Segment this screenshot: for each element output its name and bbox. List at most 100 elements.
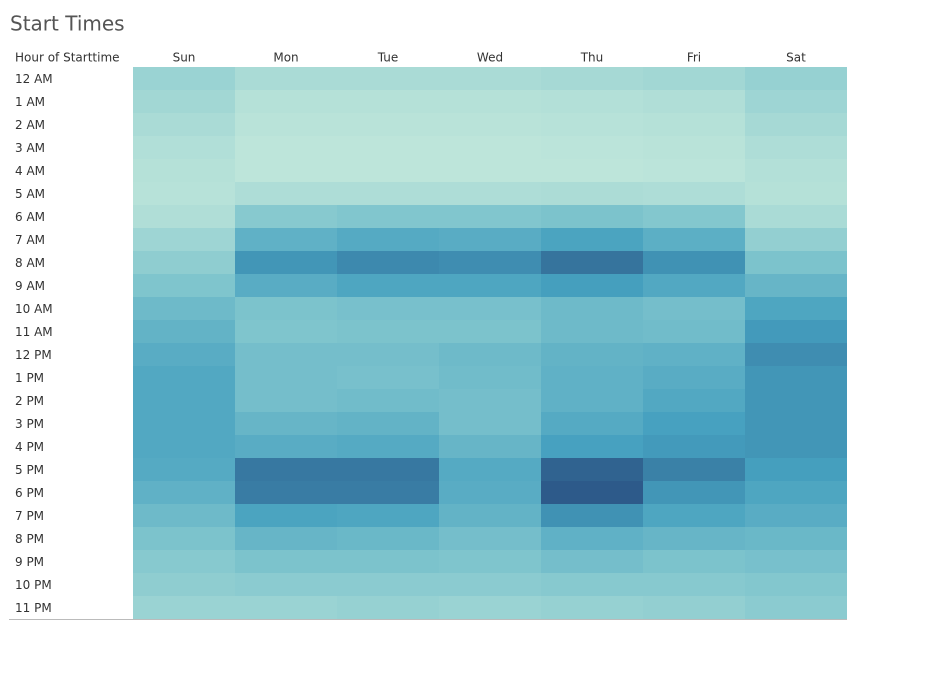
cell	[235, 90, 337, 113]
row-label: 11 PM	[15, 601, 52, 615]
cell	[337, 343, 439, 366]
cell	[439, 343, 541, 366]
cell	[541, 205, 643, 228]
cell	[745, 596, 847, 619]
cell	[643, 550, 745, 573]
cell	[541, 504, 643, 527]
cell	[133, 412, 235, 435]
cell	[439, 435, 541, 458]
cell	[745, 182, 847, 205]
cell	[133, 458, 235, 481]
cell	[643, 596, 745, 619]
cell	[745, 205, 847, 228]
row-label: 6 AM	[15, 210, 45, 224]
cell	[541, 274, 643, 297]
cell	[643, 366, 745, 389]
cell	[439, 596, 541, 619]
cell	[439, 527, 541, 550]
cell	[745, 573, 847, 596]
row-label: 9 AM	[15, 279, 45, 293]
cell	[337, 113, 439, 136]
cell	[745, 113, 847, 136]
row-label: 12 PM	[15, 348, 52, 362]
column-label: Sat	[786, 51, 806, 65]
cell	[439, 228, 541, 251]
cell	[235, 458, 337, 481]
cell	[439, 297, 541, 320]
cell	[235, 343, 337, 366]
cell	[745, 90, 847, 113]
cell	[643, 297, 745, 320]
cell	[745, 136, 847, 159]
cell	[337, 228, 439, 251]
cell	[439, 113, 541, 136]
cell	[439, 389, 541, 412]
cell	[439, 550, 541, 573]
cell	[235, 550, 337, 573]
cell	[745, 297, 847, 320]
cell	[337, 573, 439, 596]
cell	[745, 67, 847, 90]
row-label: 10 AM	[15, 302, 53, 316]
row-label: 1 AM	[15, 95, 45, 109]
cell	[337, 182, 439, 205]
cell	[541, 481, 643, 504]
cell	[439, 205, 541, 228]
chart-title: Start Times	[10, 12, 125, 36]
row-label: 5 AM	[15, 187, 45, 201]
cell	[133, 504, 235, 527]
cell	[235, 274, 337, 297]
cell	[643, 412, 745, 435]
cell	[235, 412, 337, 435]
cell	[235, 481, 337, 504]
cell	[337, 67, 439, 90]
cell	[745, 251, 847, 274]
cell	[643, 159, 745, 182]
cell	[745, 550, 847, 573]
cell	[643, 343, 745, 366]
cell	[643, 251, 745, 274]
column-label: Tue	[377, 51, 399, 65]
cell	[541, 389, 643, 412]
cell	[235, 159, 337, 182]
cell	[541, 320, 643, 343]
cell	[643, 573, 745, 596]
cell	[133, 573, 235, 596]
column-label: Thu	[580, 51, 604, 65]
cell	[337, 458, 439, 481]
row-label: 11 AM	[15, 325, 53, 339]
cell	[541, 527, 643, 550]
cell	[235, 366, 337, 389]
cell	[643, 90, 745, 113]
cell	[235, 228, 337, 251]
cell	[133, 527, 235, 550]
cell	[745, 412, 847, 435]
cell	[439, 136, 541, 159]
cell	[133, 159, 235, 182]
cell	[643, 228, 745, 251]
cell	[337, 90, 439, 113]
cell	[745, 159, 847, 182]
cell	[439, 458, 541, 481]
cell	[133, 113, 235, 136]
cell	[439, 67, 541, 90]
cell	[745, 458, 847, 481]
cell	[439, 90, 541, 113]
cell	[643, 458, 745, 481]
cell	[235, 113, 337, 136]
cell	[133, 389, 235, 412]
cell	[439, 274, 541, 297]
cell	[643, 274, 745, 297]
cell	[337, 251, 439, 274]
cell	[643, 481, 745, 504]
cell	[745, 228, 847, 251]
cell	[235, 389, 337, 412]
row-label: 10 PM	[15, 578, 52, 592]
cell	[337, 504, 439, 527]
cell	[541, 159, 643, 182]
cell	[541, 136, 643, 159]
cell	[133, 550, 235, 573]
row-label: 3 AM	[15, 141, 45, 155]
cell	[745, 320, 847, 343]
row-label: 8 PM	[15, 532, 44, 546]
